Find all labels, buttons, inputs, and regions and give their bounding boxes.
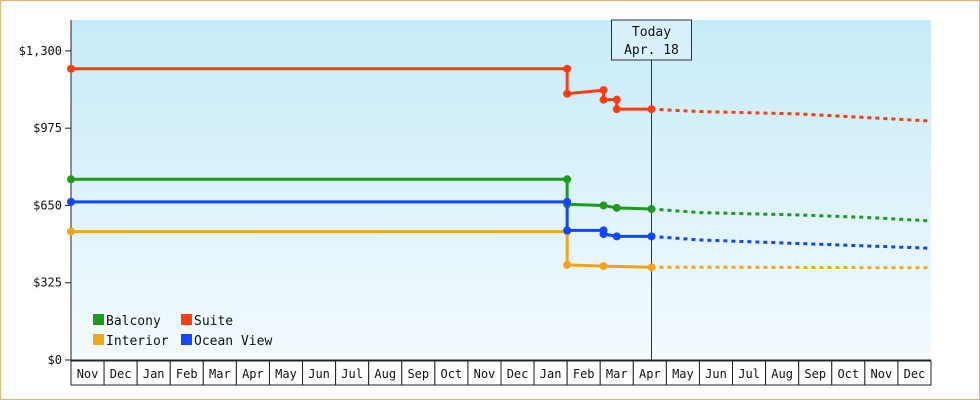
- x-month-cell: [632, 360, 667, 386]
- series-ocean-view-forecast-line: [651, 234, 932, 250]
- today-date-label: Apr. 18: [624, 43, 679, 58]
- x-month-cell: [732, 360, 767, 386]
- series-suite: [67, 64, 932, 123]
- series-ocean-view-point[interactable]: [563, 197, 572, 206]
- x-tick-label: Dec: [904, 367, 926, 381]
- x-tick-label: Sep: [804, 367, 826, 381]
- series-ocean-view-point[interactable]: [563, 226, 572, 235]
- series-suite-forecast-line: [651, 107, 932, 123]
- legend-swatch-suite: [181, 314, 192, 325]
- x-tick-label: Oct: [837, 367, 859, 381]
- series-balcony-point[interactable]: [67, 175, 75, 184]
- series-suite-point[interactable]: [563, 64, 572, 73]
- x-month-cell: [864, 360, 899, 386]
- x-month-cell: [831, 360, 866, 386]
- x-month-cell: [467, 360, 502, 386]
- x-axis: Nov Dec Jan Feb Mar Apr May Jun Jul Aug Sep Oct Nov D…: [70, 359, 932, 386]
- series-interior-point[interactable]: [563, 260, 572, 269]
- series-ocean-view-point[interactable]: [612, 232, 621, 241]
- y-axis: $0 $325 $650 $975 $1,300: [19, 20, 72, 367]
- series-suite-point[interactable]: [599, 86, 608, 95]
- legend-swatch-interior: [93, 334, 104, 345]
- legend-label-balcony: Balcony: [106, 314, 161, 329]
- x-month-cell: [765, 360, 800, 386]
- legend-swatch-ocean-view: [181, 334, 192, 345]
- x-month-cell: [798, 360, 833, 386]
- x-month-cell: [665, 360, 700, 386]
- series-ocean-view-point[interactable]: [599, 229, 608, 238]
- series-interior-point[interactable]: [647, 263, 656, 272]
- legend-swatch-balcony: [93, 314, 104, 325]
- x-tick-label: Nov: [77, 367, 99, 381]
- series-layer: [67, 64, 932, 272]
- x-tick-label: May: [275, 367, 297, 381]
- y-tick-label: $975: [33, 121, 62, 135]
- legend-label-interior: Interior: [106, 334, 169, 349]
- legend-label-suite: Suite: [194, 314, 233, 329]
- x-month-cell: [368, 360, 403, 386]
- x-tick-label: Feb: [573, 367, 595, 381]
- x-tick-label: Aug: [374, 367, 396, 381]
- x-tick-label: Sep: [407, 367, 429, 381]
- series-balcony-line: [71, 177, 652, 211]
- today-box: [611, 19, 692, 61]
- x-month-cell: [103, 360, 138, 386]
- x-tick-label: Mar: [209, 367, 231, 381]
- legend-label-ocean-view: Ocean View: [194, 334, 272, 349]
- plot-background: [71, 20, 931, 360]
- x-tick-label: Oct: [441, 367, 463, 381]
- x-month-cell: [897, 360, 932, 386]
- y-tick-label: $0: [48, 353, 62, 367]
- x-tick-label: May: [672, 367, 694, 381]
- x-month-cell: [533, 360, 568, 386]
- x-month-cell: [136, 360, 171, 386]
- x-month-cell: [302, 360, 337, 386]
- series-suite-point[interactable]: [612, 105, 621, 114]
- x-tick-label: Nov: [474, 367, 496, 381]
- x-month-cell: [566, 360, 601, 386]
- series-ocean-view: [67, 197, 932, 250]
- series-interior-point[interactable]: [599, 262, 608, 271]
- series-interior-point[interactable]: [67, 227, 75, 236]
- x-tick-label: Apr: [639, 367, 661, 381]
- x-month-cell: [698, 360, 734, 386]
- x-month-cell: [169, 360, 204, 386]
- x-month-cell: [70, 360, 105, 386]
- x-tick-label: Apr: [242, 367, 264, 381]
- series-ocean-view-point[interactable]: [67, 197, 75, 206]
- series-suite-point[interactable]: [599, 95, 608, 104]
- series-suite-point[interactable]: [67, 64, 75, 73]
- legend: Balcony Suite Interior Ocean View: [93, 314, 272, 349]
- y-tick-label: $650: [33, 198, 62, 212]
- x-month-cell: [434, 360, 469, 386]
- x-tick-label: Dec: [110, 367, 132, 381]
- series-suite-point[interactable]: [612, 95, 621, 104]
- series-suite-point[interactable]: [563, 89, 572, 98]
- series-balcony-point[interactable]: [599, 201, 608, 210]
- x-tick-label: Feb: [176, 367, 198, 381]
- series-suite-point[interactable]: [647, 105, 656, 114]
- x-tick-label: Jun: [705, 367, 727, 381]
- x-tick-label: Jul: [341, 367, 363, 381]
- series-balcony-point[interactable]: [612, 203, 621, 212]
- series-balcony-forecast-line: [651, 207, 932, 223]
- y-tick-label: $325: [33, 276, 62, 290]
- today-marker: Today Apr. 18: [611, 19, 692, 360]
- series-balcony-point[interactable]: [647, 205, 656, 214]
- x-tick-label: Jul: [738, 367, 760, 381]
- y-tick-label: $1,300: [19, 44, 62, 58]
- x-tick-label: Aug: [771, 367, 793, 381]
- series-ocean-view-point[interactable]: [647, 232, 656, 241]
- x-tick-label: Jun: [308, 367, 330, 381]
- x-tick-label: Dec: [507, 367, 529, 381]
- x-tick-label: Mar: [606, 367, 628, 381]
- series-balcony-point[interactable]: [563, 175, 572, 184]
- x-tick-label: Nov: [871, 367, 893, 381]
- today-label: Today: [632, 25, 671, 40]
- x-tick-label: Jan: [143, 367, 165, 381]
- x-month-cell: [202, 360, 237, 386]
- x-tick-label: Jan: [540, 367, 562, 381]
